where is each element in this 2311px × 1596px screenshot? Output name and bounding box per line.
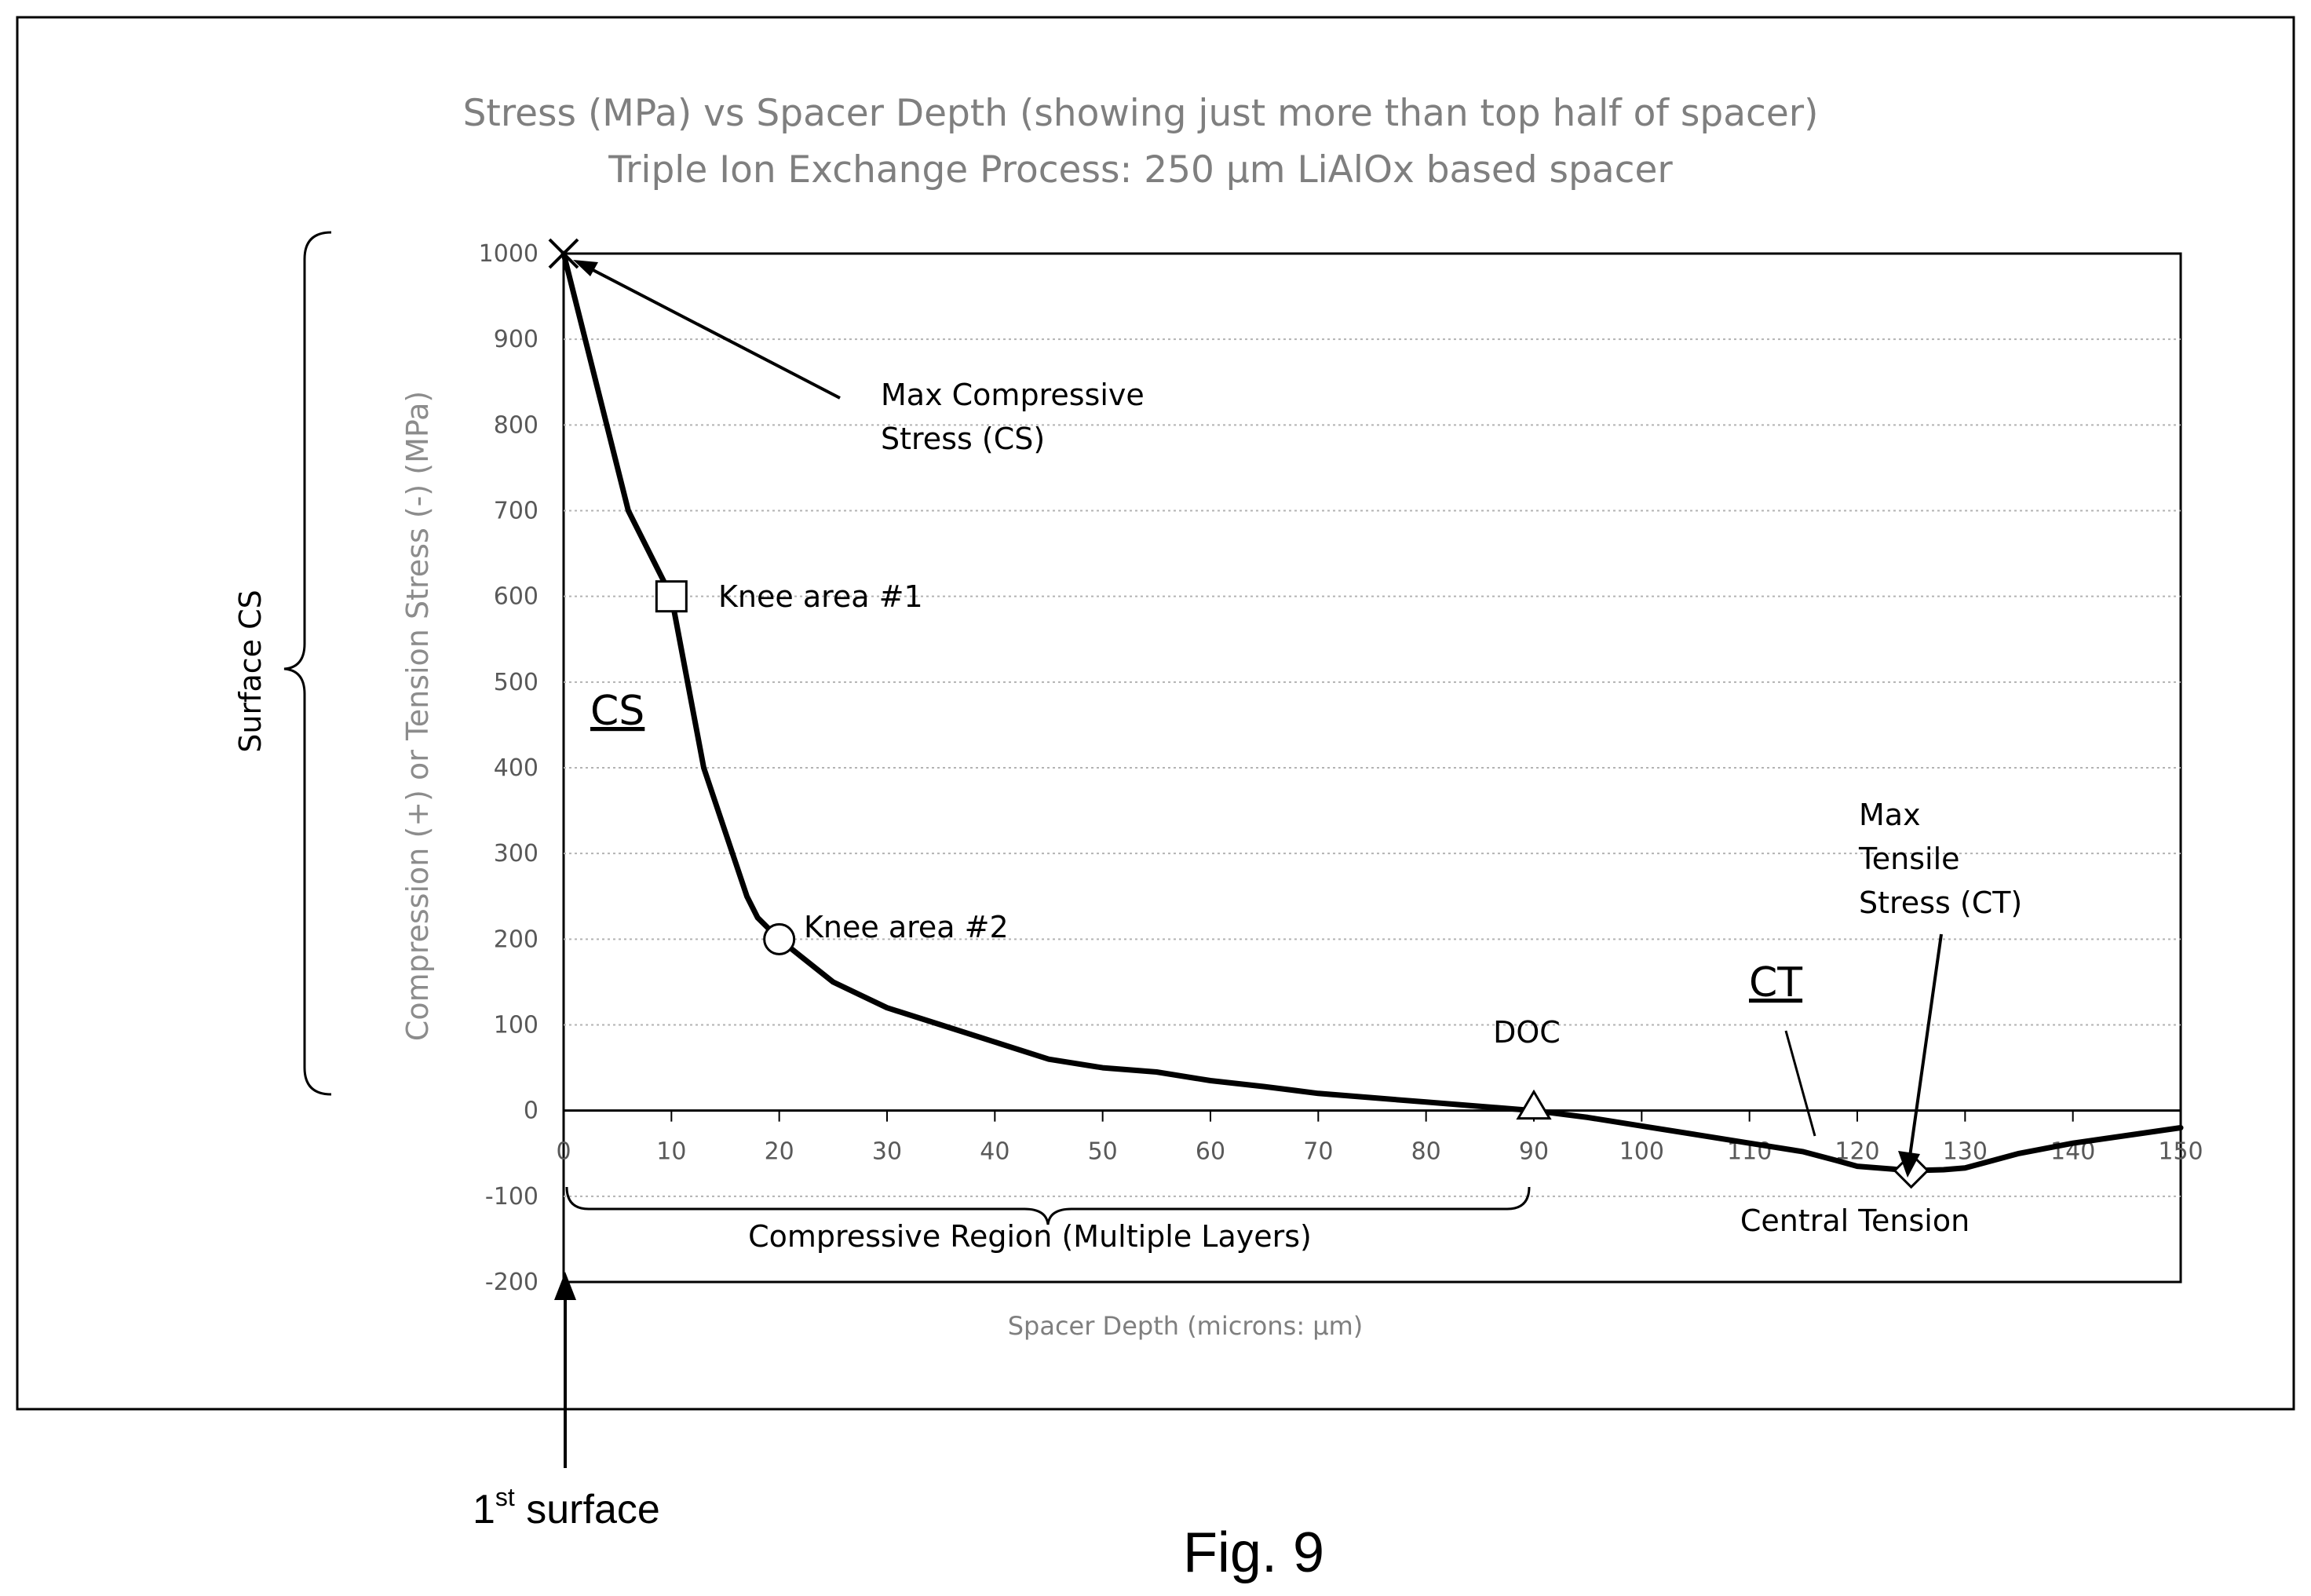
doc-label: DOC [1493,1015,1561,1050]
knee-1-label: Knee area #1 [718,579,923,614]
ct-region-label: CT [1749,959,1802,1006]
first-surface-number: 1 [473,1487,495,1532]
first-surface-superscript: st [495,1483,515,1511]
cs-region-label: CS [590,688,644,735]
chart-subtitle: Triple Ion Exchange Process: 250 µm LiAl… [608,148,1673,192]
max-cs-arrow-head [573,260,598,276]
x-tick-label: 0 [556,1138,571,1166]
figure-label: Fig. 9 [1183,1521,1324,1584]
y-tick-label: 600 [494,583,539,611]
surface-cs-brace [283,231,332,1096]
y-tick-label: -100 [485,1183,539,1211]
max-cs-label-line2: Stress (CS) [881,422,1045,456]
x-tick-label: 70 [1303,1138,1333,1166]
max-ct-arrow-head [1898,1151,1920,1178]
compressive-region-label: Compressive Region (Multiple Layers) [748,1219,1312,1254]
zero-axis [563,1109,2181,1122]
surface-cs-label: Surface CS [233,590,268,753]
marker-x [548,238,579,269]
figure-border [16,16,2295,1411]
max-ct-label-line2: Tensile [1858,842,1960,876]
series-line-0 [560,250,2184,1174]
marker-triangle [1516,1089,1552,1120]
first-surface-arrow-head [554,1272,576,1300]
y-tick-label: -200 [485,1269,539,1296]
x-tick-label: 80 [1411,1138,1441,1166]
x-tick-label: 50 [1088,1138,1118,1166]
y-tick-label: 0 [524,1097,539,1125]
compressive-region-brace [565,1186,1531,1225]
x-tick-label: 150 [2158,1138,2203,1166]
first-surface-label: 1st surface [473,1483,660,1532]
y-tick-label: 800 [494,411,539,439]
y-tick-label: 900 [494,326,539,353]
y-tick-label: 700 [494,498,539,525]
series-layer [560,250,2184,1174]
x-axis-label: Spacer Depth (microns: µm) [1008,1311,1364,1341]
marker-circle [763,922,796,955]
marker-square [655,580,688,613]
x-tick-labels: 0 10 20 30 40 50 60 70 80 90 100 110 120 130 140 150 [556,1138,2203,1166]
chart-title: Stress (MPa) vs Spacer Depth (showing ju… [463,92,1819,135]
max-cs-label-line1: Max Compressive [881,378,1145,412]
max-ct-label-line3: Stress (CT) [1859,886,2022,920]
x-tick-label: 40 [980,1138,1009,1166]
max-ct-arrow-line [1908,933,1943,1157]
x-tick-label: 100 [1619,1138,1664,1166]
x-tick-label: 30 [872,1138,902,1166]
max-cs-arrow-line [582,263,841,400]
x-tick-label: 10 [656,1138,686,1166]
x-tick-label: 130 [1943,1138,1988,1166]
central-tension-label: Central Tension [1740,1203,1970,1238]
knee-2-label: Knee area #2 [804,910,1009,944]
ct-leader-line [1784,1030,1816,1137]
first-surface-word: surface [515,1487,660,1532]
y-axis-label: Compression (+) or Tension Stress (-) (M… [400,391,435,1041]
markers-layer [548,238,1929,1189]
grid-lines [564,338,2181,1197]
y-tick-label: 500 [494,669,539,696]
x-tick-label: 60 [1196,1138,1225,1166]
x-tick-label: 20 [765,1138,794,1166]
x-tick-label: 90 [1519,1138,1549,1166]
y-tick-label: 400 [494,754,539,782]
max-ct-label-line1: Max [1859,798,1921,832]
y-tick-label: 300 [494,840,539,867]
y-tick-label: 1000 [479,240,539,268]
y-tick-label: 100 [494,1012,539,1039]
y-tick-label: 200 [494,926,539,953]
